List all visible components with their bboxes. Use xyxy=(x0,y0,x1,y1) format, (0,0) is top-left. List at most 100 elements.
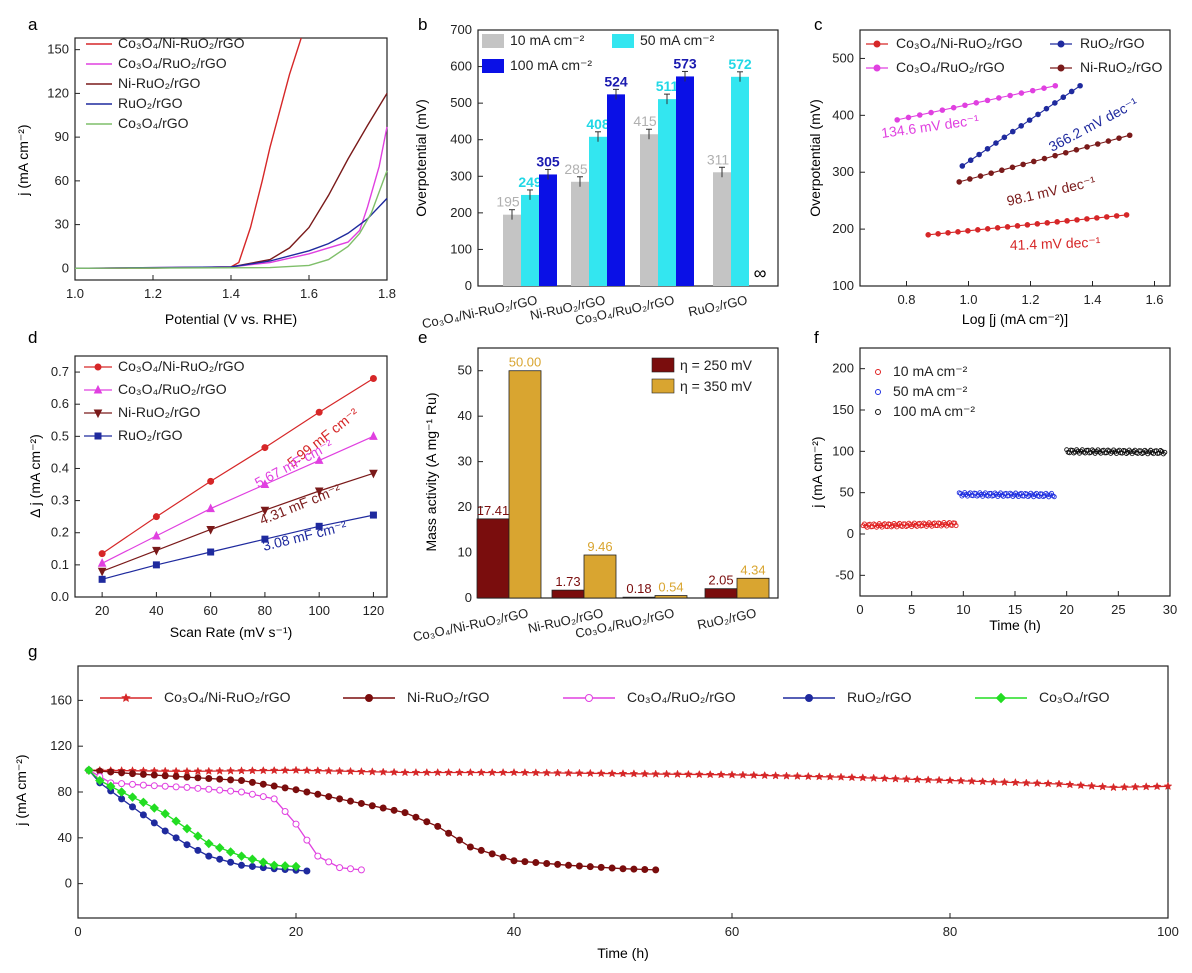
bar xyxy=(713,172,731,286)
data-point xyxy=(98,550,106,558)
data-point xyxy=(651,769,661,778)
y-tick-label: 150 xyxy=(832,402,854,417)
y-axis-label-d: Δ j (mA cm⁻²) xyxy=(27,434,43,518)
data-point xyxy=(967,776,977,786)
data-point xyxy=(1116,135,1122,141)
data-point xyxy=(346,766,355,776)
legend-marker-g xyxy=(365,694,373,702)
data-point xyxy=(1078,448,1084,454)
y-tick-label: 90 xyxy=(55,129,69,144)
data-point xyxy=(194,784,202,792)
legend-label-g: Co₃O₄/rGO xyxy=(1039,689,1110,705)
data-point xyxy=(281,784,289,792)
data-point xyxy=(171,816,181,826)
data-point xyxy=(825,772,835,781)
y-tick-label: 0.3 xyxy=(51,493,69,508)
data-point xyxy=(934,775,944,784)
data-point xyxy=(905,114,912,121)
data-point xyxy=(499,853,507,861)
data-point xyxy=(314,790,322,798)
data-point xyxy=(118,769,126,777)
bar xyxy=(736,577,770,599)
data-point xyxy=(510,857,518,865)
legend-label-f: 50 mA cm⁻² xyxy=(893,383,968,399)
data-point xyxy=(1000,777,1009,787)
data-point xyxy=(564,768,573,777)
bar-value-label: 511 xyxy=(656,78,679,94)
y-tick-label: 0.6 xyxy=(51,396,69,411)
infinity-mark: ∞ xyxy=(754,263,767,283)
data-point xyxy=(314,455,324,464)
legend-marker-c xyxy=(1057,64,1065,72)
y-tick-label: 0.2 xyxy=(51,525,69,540)
y-tick-label: 600 xyxy=(450,59,472,74)
x-tick-label: 0.8 xyxy=(897,292,915,307)
data-point xyxy=(967,157,974,164)
data-point xyxy=(1001,134,1008,141)
data-point xyxy=(1052,100,1058,106)
bar xyxy=(476,518,510,599)
panel-f: f 0 5 10 15 20 25 30 -50 0 50 100 150 200 10 mA cm⁻²… xyxy=(809,328,1177,633)
data-point xyxy=(965,228,971,234)
data-point xyxy=(206,526,215,535)
data-point xyxy=(585,768,595,778)
data-point xyxy=(434,822,442,830)
data-point xyxy=(194,846,202,854)
y-tick-label: 150 xyxy=(47,42,69,57)
slope-annotation: 98.1 mV dec⁻¹ xyxy=(1005,173,1097,209)
data-point xyxy=(280,861,290,871)
data-point xyxy=(956,179,963,185)
bar-value-label: 408 xyxy=(586,116,610,132)
legend-label-c: Co₃O₄/Ni-RuO₂/rGO xyxy=(896,35,1023,51)
y-tick-label: 10 xyxy=(458,545,472,560)
data-point xyxy=(261,535,269,543)
data-point xyxy=(248,790,256,798)
legend-label-c: RuO₂/rGO xyxy=(1080,35,1145,51)
data-point xyxy=(727,770,737,779)
data-point xyxy=(476,767,486,777)
data-point xyxy=(1109,782,1118,792)
legend-label-b: 50 mA cm⁻² xyxy=(640,32,715,48)
data-point xyxy=(1034,221,1041,227)
y-tick-label: 0.7 xyxy=(51,364,69,379)
data-point xyxy=(683,769,693,779)
x-axis-label-a: Potential (V vs. RHE) xyxy=(165,311,297,327)
bar xyxy=(731,76,749,286)
y-tick-label: 120 xyxy=(47,85,69,100)
data-point xyxy=(662,769,672,778)
data-point xyxy=(814,772,824,781)
data-point xyxy=(238,861,245,869)
slope-annotation: 41.4 mV dec⁻¹ xyxy=(1010,234,1101,253)
x-axis-label-c: Log [j (mA cm⁻²)] xyxy=(962,311,1068,327)
data-point xyxy=(1076,780,1086,790)
data-point xyxy=(1025,494,1031,500)
data-point xyxy=(292,786,300,794)
data-point xyxy=(1009,128,1016,135)
data-point xyxy=(1142,447,1148,453)
data-point xyxy=(894,117,901,123)
bar-value-label: 195 xyxy=(496,194,520,210)
data-point xyxy=(945,521,951,527)
data-point xyxy=(1062,149,1069,156)
series-line-d xyxy=(101,377,374,555)
y-tick-label: 40 xyxy=(458,408,472,423)
data-point xyxy=(84,765,94,775)
panel-letter-b: b xyxy=(418,15,427,34)
series-line-d xyxy=(101,514,374,580)
data-point xyxy=(152,561,160,569)
data-point xyxy=(938,523,944,529)
data-point xyxy=(347,865,354,873)
data-point xyxy=(955,229,961,235)
data-point xyxy=(923,775,933,784)
data-point xyxy=(705,769,715,779)
legend-marker-f xyxy=(875,389,881,395)
data-point xyxy=(641,866,649,874)
data-point xyxy=(1032,778,1042,788)
data-point xyxy=(1051,494,1057,500)
data-point xyxy=(509,767,519,777)
data-point xyxy=(945,230,951,236)
data-point xyxy=(847,772,857,782)
data-point xyxy=(984,145,991,152)
legend-label-e: η = 350 mV xyxy=(680,378,753,394)
x-tick-label: 5 xyxy=(908,602,915,617)
